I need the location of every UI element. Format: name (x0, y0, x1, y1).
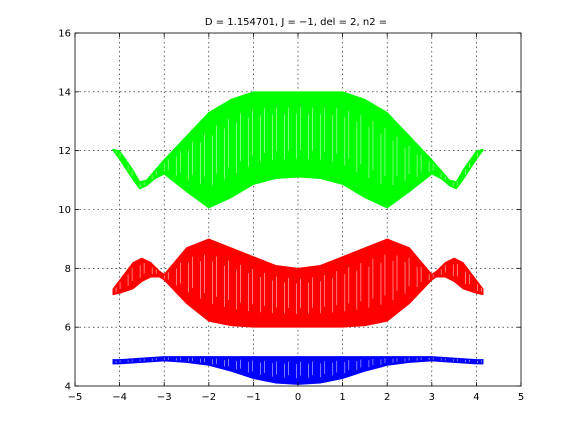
x-tick-label: 4 (473, 392, 479, 403)
x-tick-label: 5 (518, 392, 524, 403)
band-area (112, 91, 484, 209)
y-tick-label: 4 (65, 382, 71, 393)
grid-lines (75, 33, 521, 386)
x-tick-label: 1 (339, 392, 345, 403)
band-area (112, 238, 484, 328)
x-tick-labels: −5 −4 −3 −2 −1 0 1 2 3 4 5 (68, 392, 525, 403)
x-tick-label: 0 (295, 392, 301, 403)
y-tick-label: 8 (65, 264, 71, 275)
y-tick-label: 16 (58, 29, 71, 40)
y-tick-label: 10 (58, 205, 71, 216)
y-tick-label: 12 (58, 146, 71, 157)
x-tick-label: −2 (201, 392, 216, 403)
chart-title: D = 1.154701, J = −1, del = 2, n2 = (205, 17, 387, 28)
x-tick-label: −5 (68, 392, 83, 403)
axis-ticks (74, 32, 522, 387)
x-tick-label: −3 (157, 392, 172, 403)
y-tick-labels: 4 6 8 10 12 14 16 (58, 29, 71, 393)
band-area (112, 356, 484, 385)
band-series-3 (112, 91, 484, 209)
x-tick-label: −1 (246, 392, 261, 403)
x-tick-label: 2 (384, 392, 390, 403)
band-series-1 (112, 356, 484, 385)
series-layer (112, 91, 484, 385)
band-series-2 (112, 238, 484, 328)
y-tick-label: 14 (58, 87, 71, 98)
x-tick-label: −4 (112, 392, 127, 403)
x-tick-label: 3 (429, 392, 435, 403)
y-tick-label: 6 (65, 323, 71, 334)
